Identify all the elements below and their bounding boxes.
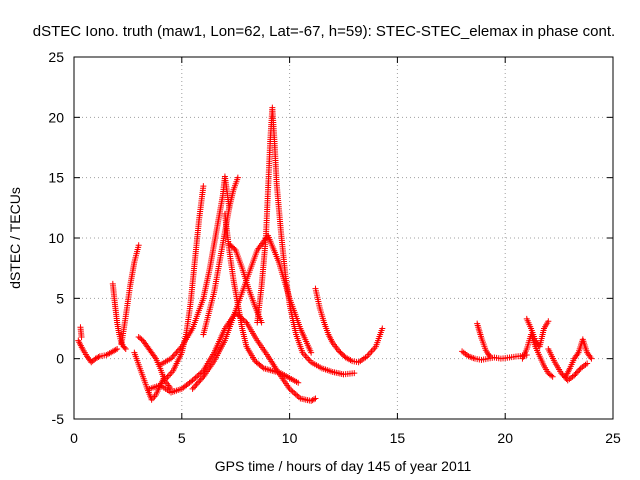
data-point [122,346,129,353]
y-tick-label: 5 [56,290,64,306]
data-point [190,384,197,391]
data-point [234,174,241,181]
data-series [135,333,175,392]
data-point [135,242,142,249]
data-series [545,346,591,384]
y-tick-label: 10 [48,230,64,246]
data-point [379,325,386,332]
data-series [118,242,142,348]
data-series [312,285,386,366]
data-point [194,379,201,386]
data-point [487,353,494,360]
data-point [241,318,248,325]
data-point [189,385,196,392]
data-series [474,320,494,360]
data-point [231,245,238,252]
x-tick-label: 25 [605,430,621,446]
data-point [571,372,578,379]
data-point [575,368,582,375]
data-series [200,174,241,338]
data-point [292,391,299,398]
data-point [192,382,199,389]
data-point [138,336,145,343]
y-tick-label: 15 [48,170,64,186]
data-series [254,104,358,378]
data-series [75,337,121,366]
data-series [189,232,315,392]
data-series [221,210,302,386]
data-series [523,315,552,350]
data-point [291,389,298,396]
data-point [311,396,318,403]
data-point [170,352,177,359]
data-point [294,392,301,399]
data-point [549,373,556,380]
data-points [75,104,595,404]
data-point [95,354,102,361]
y-tick-label: 0 [56,351,64,367]
data-point [288,387,295,394]
data-point [572,371,579,378]
y-tick-label: -5 [52,411,65,427]
data-point [78,333,85,340]
data-point [289,388,296,395]
data-point [308,349,315,356]
data-series [157,173,233,368]
data-point [312,395,319,402]
data-series [146,309,319,404]
data-point [351,370,358,377]
data-point [193,381,200,388]
data-point [486,352,493,359]
x-tick-label: 0 [70,430,78,446]
data-point [558,370,565,377]
data-point [114,346,121,353]
data-series [161,183,207,384]
data-point [112,346,119,353]
y-axis-label: dSTEC / TECUs [7,187,23,289]
data-point [200,183,207,190]
data-point [121,344,128,351]
chart-title: dSTEC Iono. truth (maw1, Lon=62, Lat=-67… [33,23,615,40]
data-series [459,348,530,363]
data-point [295,379,302,386]
data-point [548,372,555,379]
grid-lines [74,57,613,419]
data-point [545,318,552,325]
x-axis-label: GPS time / hours of day 145 of year 2011 [215,458,472,474]
axis-ticks: 0 5 10 15 20 25 -5 0 5 10 15 20 25 [48,49,621,446]
data-point [198,369,205,376]
x-tick-label: 15 [390,430,406,446]
data-series [562,336,595,380]
y-tick-label: 25 [48,49,64,65]
x-tick-label: 10 [282,430,298,446]
data-series [77,324,85,340]
y-tick-label: 20 [48,109,64,125]
x-tick-label: 20 [497,430,513,446]
data-point [259,364,266,371]
data-point [573,369,580,376]
x-tick-label: 5 [178,430,186,446]
data-point [588,355,595,362]
data-point [576,366,583,373]
data-point [584,360,591,367]
